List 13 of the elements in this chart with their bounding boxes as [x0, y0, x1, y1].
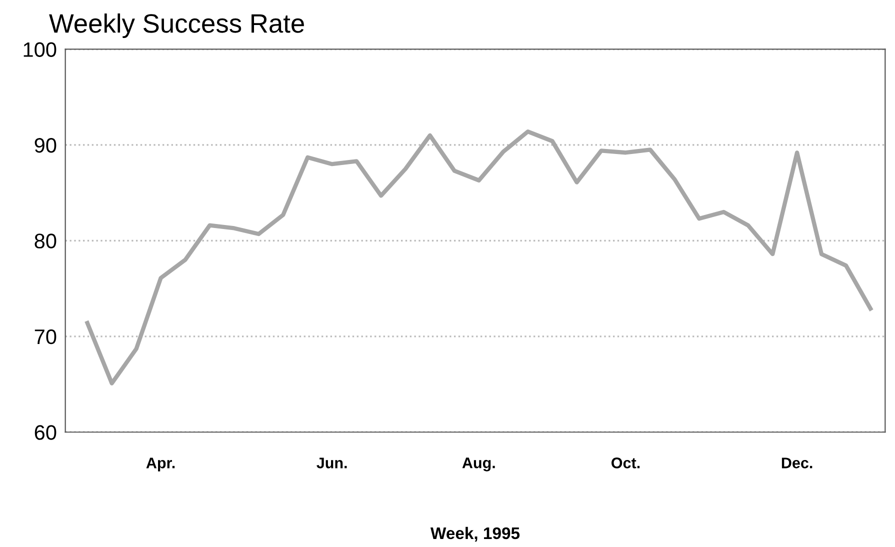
x-axis-title: Week, 1995	[430, 526, 520, 542]
x-tick-label: Apr.	[146, 458, 175, 472]
y-tick-label: 100	[24, 42, 56, 57]
x-tick-label: Aug.	[462, 458, 495, 472]
x-tick-label: Dec.	[782, 458, 812, 468]
y-tick-label: 90	[34, 138, 56, 153]
y-tick-label: 70	[34, 329, 56, 344]
chart-title: Weekly Success Rate	[49, 13, 304, 38]
x-tick-label: Jun.	[316, 458, 347, 468]
line-series	[85, 129, 873, 386]
x-tick-label: Oct.	[612, 458, 640, 468]
y-tick-label: 60	[34, 425, 56, 440]
y-tick-label: 80	[34, 234, 56, 248]
